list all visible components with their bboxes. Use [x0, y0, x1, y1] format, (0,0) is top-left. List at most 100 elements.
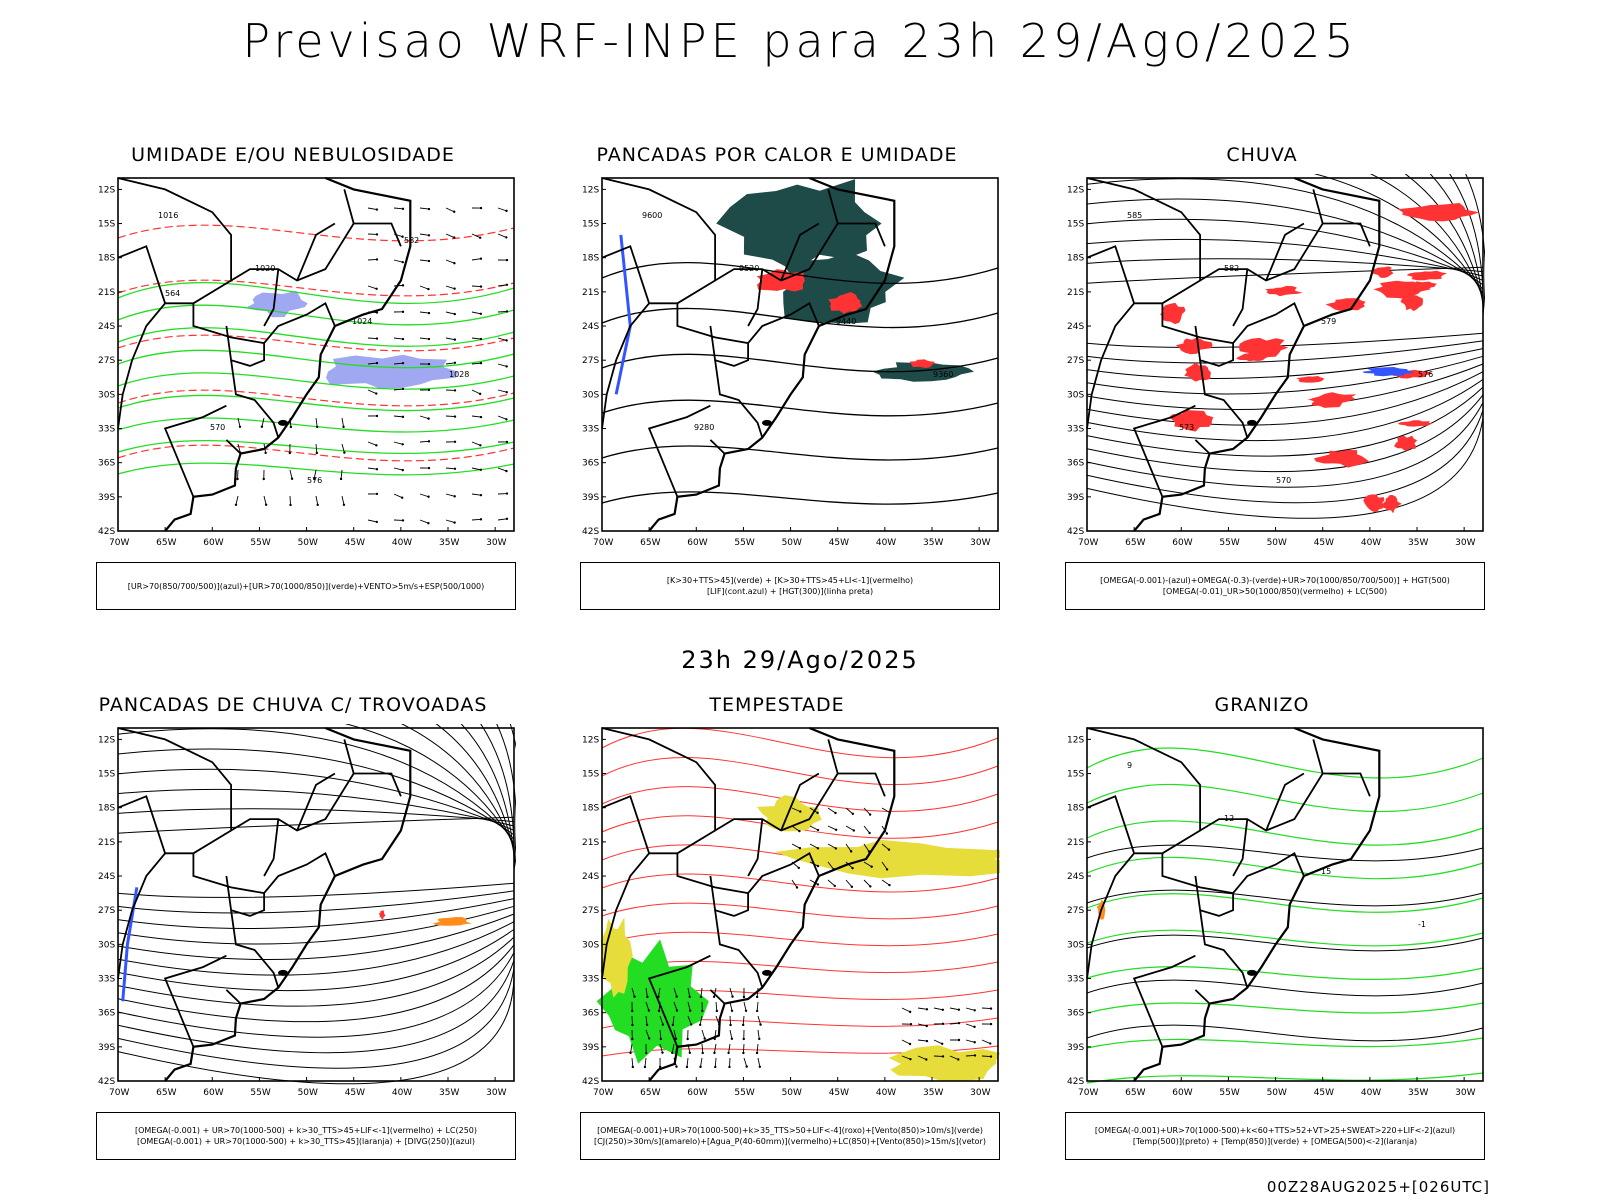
lat-tick-label: 39S — [98, 1043, 115, 1053]
lon-tick-label: 30W — [486, 538, 506, 548]
lat-tick-label: 15S — [1067, 220, 1084, 230]
lat-tick-label: 21S — [1067, 838, 1084, 848]
lat-tick-label: 27S — [98, 906, 115, 916]
lat-tick-label: 42S — [582, 1077, 599, 1087]
lat-tick-label: 24S — [582, 872, 599, 882]
contour-label: 1024 — [352, 317, 372, 326]
lat-tick-label: 27S — [1067, 356, 1084, 366]
panel-trovoadas: PANCADAS DE CHUVA C/ TROVOADAS 12S 15S 18S… — [73, 694, 516, 1164]
lat-tick-label: 12S — [582, 185, 599, 195]
contour-label: 576 — [307, 476, 322, 485]
humidity-area-blue — [245, 290, 308, 318]
panel-legend: [OMEGA(-0.001)+UR>70(1000-500)+k>35_TTS>… — [580, 1112, 1000, 1160]
map-umidade: 101610201024102857057658256412S15S18S21S… — [98, 176, 515, 548]
legend-line-2: [OMEGA(-0.001) + UR>70(1000-500) + k>30_… — [136, 1137, 476, 1146]
lon-tick-label: 45W — [829, 538, 849, 548]
contour-label: 1016 — [158, 211, 178, 220]
li-area-red — [909, 359, 935, 368]
lat-tick-label: 15S — [98, 770, 115, 780]
lon-tick-label: 60W — [687, 1088, 707, 1098]
instability-area-teal — [716, 179, 882, 272]
lat-tick-label: 18S — [582, 804, 599, 814]
rain-area-blue — [1362, 367, 1414, 377]
lon-tick-label: 45W — [345, 538, 365, 548]
lon-tick-label: 55W — [734, 538, 754, 548]
lat-tick-label: 21S — [582, 838, 599, 848]
legend-line-1: [UR>70(850/700/500)](azul)+[UR>70(1000/8… — [127, 581, 485, 591]
panel-umidade: UMIDADE E/OU NEBULOSIDADE 1016 1020 1024 10… — [73, 144, 516, 614]
lat-tick-label: 42S — [1067, 1077, 1084, 1087]
contour-label: 570 — [1276, 476, 1291, 485]
rain-area-red — [1406, 270, 1448, 281]
lat-tick-label: 18S — [1067, 804, 1084, 814]
rain-area-red — [1371, 266, 1394, 278]
lon-tick-label: 65W — [1125, 1088, 1145, 1098]
lon-tick-label: 45W — [1314, 1088, 1334, 1098]
contour-label: 570 — [210, 423, 225, 432]
lon-tick-label: 70W — [1078, 538, 1098, 548]
legend-line-1: [K>30+TTS>45](verde) + [K>30+TTS>45+LI<-… — [666, 576, 914, 585]
lat-tick-label: 21S — [98, 288, 115, 298]
panel-title: CHUVA — [1226, 144, 1298, 166]
lon-tick-label: 60W — [687, 538, 707, 548]
jet-area-yellow — [756, 795, 822, 832]
lon-tick-label: 40W — [392, 1088, 412, 1098]
lat-tick-label: 27S — [98, 356, 115, 366]
contour-label: 564 — [165, 289, 180, 298]
rain-area-red — [1296, 376, 1324, 383]
coastline — [117, 176, 412, 532]
lat-tick-label: 15S — [582, 220, 599, 230]
lon-tick-label: 35W — [923, 538, 943, 548]
lon-tick-label: 65W — [156, 1088, 176, 1098]
lat-tick-label: 24S — [98, 872, 115, 882]
panel-title: PANCADAS DE CHUVA C/ TROVOADAS — [98, 694, 488, 716]
rain-area-red — [1363, 494, 1385, 513]
lat-tick-label: 33S — [98, 975, 115, 985]
rain-area-red — [1394, 435, 1418, 451]
panel-pancadas-calor: PANCADAS POR CALOR E UMIDADE 9600 9520 944… — [557, 144, 1000, 614]
lat-tick-label: 39S — [582, 1043, 599, 1053]
lon-tick-label: 30W — [970, 538, 990, 548]
li-area-red — [828, 292, 863, 314]
lat-tick-label: 33S — [582, 975, 599, 985]
coastline — [117, 726, 412, 1082]
lat-tick-label: 18S — [582, 254, 599, 264]
instability-area-teal — [872, 362, 974, 382]
lat-tick-label: 36S — [1067, 1009, 1084, 1019]
wind-vectors — [367, 206, 509, 525]
lon-tick-label: 30W — [486, 1088, 506, 1098]
panel-chuva: CHUVA 585 582 579 576 573 570 12S 15S 18S 21S 24S 2… — [1042, 144, 1485, 614]
lon-tick-label: 35W — [923, 1088, 943, 1098]
lat-tick-label: 30S — [582, 940, 599, 950]
lon-tick-label: 35W — [1408, 538, 1428, 548]
lat-tick-label: 12S — [98, 185, 115, 195]
legend-line-2: [LIF](cont.azul) + [HGT(300)](linha pret… — [706, 587, 874, 596]
rain-area-red — [1265, 285, 1303, 297]
lon-tick-label: 55W — [1219, 1088, 1239, 1098]
panel-title: PANCADAS POR CALOR E UMIDADE — [596, 144, 958, 166]
lat-tick-label: 27S — [582, 356, 599, 366]
lon-tick-label: 30W — [970, 1088, 990, 1098]
rain-area-red — [1397, 203, 1480, 222]
lat-tick-label: 39S — [1067, 1043, 1084, 1053]
lat-tick-label: 30S — [1067, 390, 1084, 400]
panel-title: GRANIZO — [1214, 694, 1310, 716]
contour-label: 15 — [1321, 867, 1331, 876]
legend-line-2: [CJ(250)>30m/s](amarelo)+[Agua_P(40-60mm… — [594, 1137, 986, 1146]
contour-label: 9360 — [933, 370, 953, 379]
lat-tick-label: 36S — [582, 459, 599, 469]
lat-tick-label: 30S — [582, 390, 599, 400]
lat-tick-label: 42S — [98, 1077, 115, 1087]
lat-tick-label: 18S — [1067, 254, 1084, 264]
page-title: Previsao WRF-INPE para 23h 29/Ago/2025 — [242, 14, 1358, 68]
lon-tick-label: 60W — [1172, 1088, 1192, 1098]
contour-label: 585 — [1127, 211, 1142, 220]
rain-area-red — [1311, 392, 1357, 404]
legend-line-1: [OMEGA(-0.001) + UR>70(1000-500) + k>30_… — [134, 1126, 478, 1135]
map-pancadas-calor: 9600952094409360928012S15S18S21S24S27S30… — [582, 176, 999, 548]
lon-tick-label: 55W — [250, 538, 270, 548]
legend-line-1: [OMEGA(-0.001)+UR>70(1000-500)+k<60+TTS>… — [1094, 1126, 1456, 1135]
rain-area-red — [1402, 281, 1437, 290]
lon-tick-label: 70W — [593, 1088, 613, 1098]
